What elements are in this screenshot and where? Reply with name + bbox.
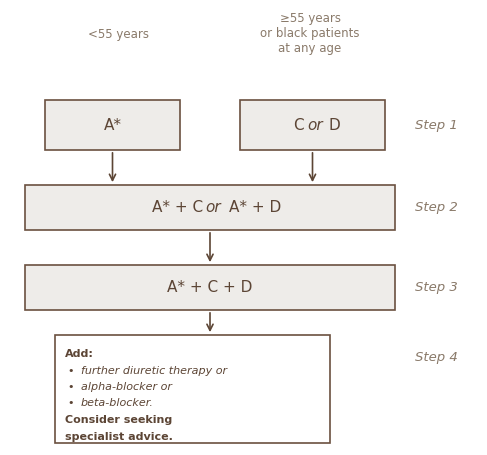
Text: Step 4: Step 4: [415, 350, 458, 364]
Bar: [25, 185, 395, 230]
Text: C: C: [293, 117, 304, 132]
Bar: [25, 265, 395, 310]
Text: ≥55 years
or black patients
at any age: ≥55 years or black patients at any age: [260, 12, 360, 55]
Text: beta-blocker.: beta-blocker.: [81, 399, 154, 409]
Text: Step 2: Step 2: [415, 201, 458, 214]
Bar: [55, 335, 330, 443]
Text: •: •: [67, 399, 74, 409]
Text: A* + C: A* + C: [152, 200, 204, 215]
Text: Consider seeking: Consider seeking: [65, 415, 172, 425]
Text: •: •: [67, 382, 74, 392]
Text: •: •: [67, 365, 74, 375]
Text: further diuretic therapy or: further diuretic therapy or: [81, 365, 227, 375]
Text: specialist advice.: specialist advice.: [65, 431, 173, 441]
Text: Step 1: Step 1: [415, 118, 458, 131]
Text: A* + D: A* + D: [229, 200, 281, 215]
Text: <55 years: <55 years: [88, 28, 149, 41]
Text: alpha-blocker or: alpha-blocker or: [81, 382, 172, 392]
Bar: [45, 100, 180, 150]
Text: Add:: Add:: [65, 349, 94, 359]
Text: or: or: [308, 117, 323, 132]
Text: D: D: [329, 117, 340, 132]
Text: Step 3: Step 3: [415, 281, 458, 294]
Text: A* + C + D: A* + C + D: [168, 280, 253, 295]
Bar: [240, 100, 385, 150]
Text: A*: A*: [104, 117, 121, 132]
Text: or: or: [205, 200, 221, 215]
